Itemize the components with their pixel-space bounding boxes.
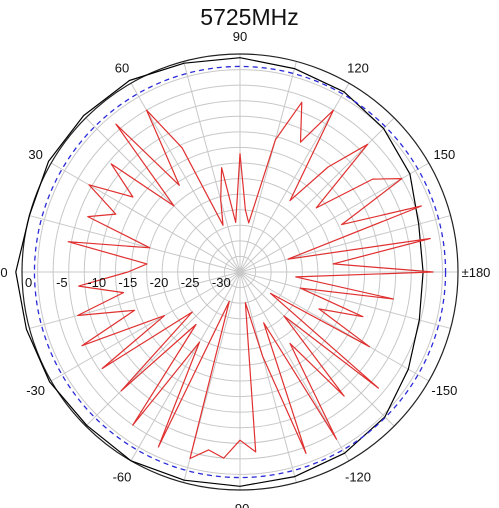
angle-tick-label: 90 — [233, 29, 247, 44]
grid-spoke — [29, 271, 241, 329]
angle-tick-label: 0 — [0, 265, 7, 280]
angle-tick-label: -150 — [431, 383, 457, 398]
angle-tick-label: -120 — [345, 469, 371, 484]
series-layer — [15, 57, 447, 487]
grid-spoke — [130, 271, 241, 462]
grid-spoke — [239, 215, 451, 273]
radial-tick-label: -15 — [118, 275, 137, 290]
label-layer: 90 120 150 ±180 -150 -120 -90 -60 -30 0 30 60 0 -5 -10… — [0, 29, 490, 508]
grid-spoke — [50, 271, 241, 382]
grid-spoke — [29, 215, 241, 273]
grid-spoke — [85, 271, 241, 427]
radial-tick-label: -25 — [181, 275, 200, 290]
reference-dashed-circle — [33, 65, 447, 479]
angle-tick-label: -60 — [113, 469, 132, 484]
grid-spoke — [50, 162, 241, 273]
grid-spoke — [239, 271, 395, 427]
grid-spoke — [239, 162, 430, 273]
angle-tick-label: 30 — [28, 147, 42, 162]
grid-spoke — [183, 61, 241, 273]
radial-tick-label: -20 — [150, 275, 169, 290]
angle-tick-label: ±180 — [462, 265, 491, 280]
angle-tick-label: 120 — [347, 61, 369, 76]
radial-tick-label: -10 — [87, 275, 106, 290]
grid-spoke — [239, 117, 395, 273]
angle-tick-label: -90 — [231, 501, 250, 508]
grid-layer — [21, 53, 459, 491]
grid-spoke — [239, 271, 430, 382]
radial-tick-label: 0 — [25, 275, 32, 290]
radial-tick-label: -30 — [212, 275, 231, 290]
angle-tick-label: 60 — [115, 61, 129, 76]
outer-circle — [21, 53, 459, 491]
grid-spoke — [239, 61, 297, 273]
grid-spoke — [239, 271, 297, 483]
chart-title: 5725MHz — [200, 4, 299, 30]
angle-tick-label: -30 — [26, 383, 45, 398]
red-trace — [67, 101, 434, 460]
grid-spoke — [239, 271, 451, 329]
radial-tick-label: -5 — [56, 275, 68, 290]
angle-tick-label: 150 — [434, 147, 456, 162]
grid-spoke — [85, 117, 241, 273]
